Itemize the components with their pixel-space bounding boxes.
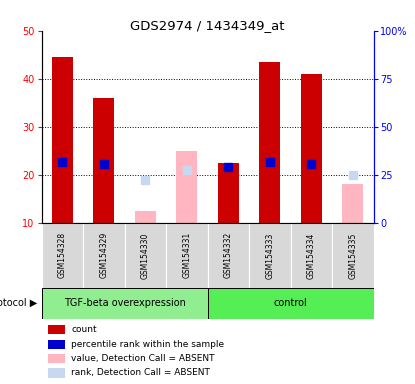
Bar (42, 288, 208, 319)
Text: GDS2974 / 1434349_at: GDS2974 / 1434349_at (130, 19, 285, 32)
Bar (83, 223, 124, 288)
Bar (290, 223, 332, 288)
Text: GSM154328: GSM154328 (58, 232, 67, 278)
Text: GSM154330: GSM154330 (141, 232, 150, 278)
Bar (48, 325, 65, 334)
Text: TGF-beta overexpression: TGF-beta overexpression (63, 298, 186, 308)
Text: rank, Detection Call = ABSENT: rank, Detection Call = ABSENT (71, 369, 210, 377)
Bar (93, 98, 114, 223)
Text: control: control (273, 298, 308, 308)
Text: value, Detection Call = ABSENT: value, Detection Call = ABSENT (71, 354, 215, 363)
Bar (124, 223, 166, 288)
Bar (42, 223, 83, 288)
Bar (52, 57, 73, 223)
Bar (176, 151, 197, 223)
Text: GSM154333: GSM154333 (265, 232, 274, 278)
Text: percentile rank within the sample: percentile rank within the sample (71, 340, 225, 349)
Bar (208, 223, 249, 288)
Text: GSM154331: GSM154331 (182, 232, 191, 278)
Bar (218, 163, 239, 223)
Bar (249, 223, 290, 288)
Text: count: count (71, 325, 97, 334)
Bar (259, 62, 280, 223)
Text: GSM154335: GSM154335 (348, 232, 357, 278)
Bar (301, 74, 322, 223)
Bar (332, 223, 374, 288)
Text: GSM154334: GSM154334 (307, 232, 316, 278)
Text: GSM154329: GSM154329 (99, 232, 108, 278)
Bar (166, 223, 208, 288)
Bar (342, 184, 363, 223)
Bar (48, 354, 65, 363)
Bar (48, 368, 65, 377)
Bar (208, 288, 374, 319)
Bar (48, 339, 65, 349)
Text: protocol ▶: protocol ▶ (0, 298, 37, 308)
Text: GSM154332: GSM154332 (224, 232, 233, 278)
Bar (135, 211, 156, 223)
